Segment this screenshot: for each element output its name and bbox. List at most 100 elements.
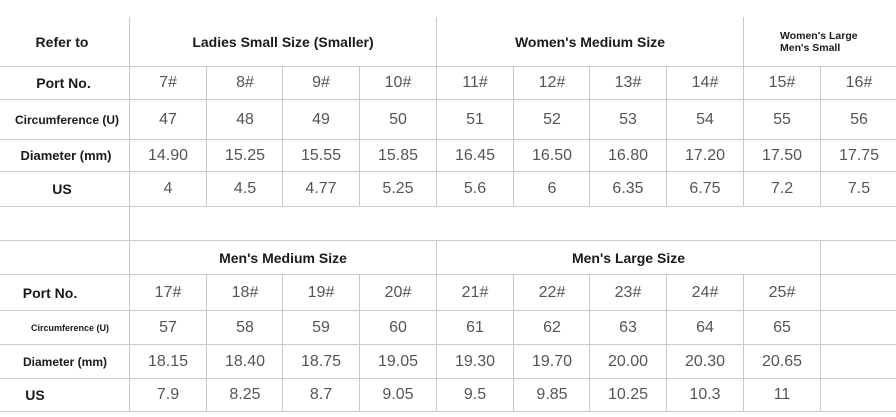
col-divider	[513, 66, 514, 206]
cell-circumference: 55	[773, 110, 791, 128]
cell-us: 9.5	[463, 386, 487, 403]
cell-circumference: 53	[619, 110, 637, 128]
row-divider	[0, 99, 896, 100]
cell-us: 6.35	[612, 180, 644, 197]
col-divider	[666, 66, 667, 206]
cell-circumference: 52	[543, 110, 561, 128]
col-divider	[436, 17, 437, 206]
refer-to-header: Refer to	[35, 33, 89, 50]
row-divider	[0, 411, 896, 412]
col-divider	[589, 274, 590, 411]
col-divider	[129, 17, 130, 411]
row-label-us: US	[25, 387, 45, 403]
cell-us: 10.3	[689, 386, 721, 403]
cell-circumference: 58	[236, 318, 254, 336]
col-divider	[206, 274, 207, 411]
cell-us: 8.7	[309, 386, 333, 403]
cell-port-no: 23#	[614, 283, 642, 301]
cell-us: 7.9	[156, 386, 180, 403]
cell-port-no: 9#	[312, 74, 330, 91]
cell-diameter: 20.00	[607, 352, 649, 370]
cell-circumference: 64	[696, 318, 714, 336]
row-label-us: US	[52, 181, 72, 197]
cell-us: 6.75	[689, 180, 721, 197]
cell-us: 9.85	[536, 386, 568, 403]
cell-port-no: 18#	[231, 283, 259, 301]
cell-us: 6	[547, 180, 557, 197]
cell-circumference: 50	[389, 110, 407, 128]
row-label-circumference: Circumference (U)	[14, 112, 120, 127]
cell-diameter: 15.85	[377, 146, 419, 164]
cell-circumference: 51	[466, 110, 484, 128]
group-header-women-large-men-small: Women's Large Men's Small	[780, 17, 896, 66]
cell-us: 11	[773, 386, 791, 403]
cell-port-no: 14#	[691, 74, 719, 91]
row-divider	[0, 274, 896, 275]
group-header-women-medium: Women's Medium Size	[514, 33, 666, 50]
cell-us: 8.25	[229, 386, 261, 403]
cell-diameter: 19.30	[454, 352, 496, 370]
group-header-ladies-small: Ladies Small Size (Smaller)	[192, 33, 374, 50]
group-header-men-large: Men's Large Size	[571, 249, 686, 266]
cell-port-no: 8#	[236, 74, 254, 91]
cell-circumference: 65	[773, 318, 791, 336]
col-divider	[513, 274, 514, 411]
row-divider	[0, 378, 896, 379]
group-header-men-medium: Men's Medium Size	[219, 249, 347, 266]
cell-diameter: 19.05	[377, 352, 419, 370]
cell-port-no: 13#	[614, 74, 642, 91]
cell-diameter: 15.25	[224, 146, 266, 164]
cell-port-no: 15#	[768, 74, 796, 91]
cell-port-no: 19#	[307, 283, 335, 301]
row-divider	[0, 66, 896, 67]
cell-circumference: 49	[312, 110, 330, 128]
cell-diameter: 17.50	[761, 146, 803, 164]
cell-us: 7.2	[770, 180, 794, 197]
cell-us: 4	[163, 180, 173, 197]
row-label-diameter: Diameter (mm)	[20, 148, 112, 163]
cell-us: 4.77	[305, 180, 337, 197]
cell-diameter: 18.40	[224, 352, 266, 370]
cell-circumference: 60	[389, 318, 407, 336]
cell-diameter: 15.55	[300, 146, 342, 164]
cell-port-no: 20#	[384, 283, 412, 301]
cell-circumference: 59	[312, 318, 330, 336]
cell-us: 9.05	[382, 386, 414, 403]
cell-circumference: 62	[543, 318, 561, 336]
col-divider	[359, 274, 360, 411]
col-divider	[666, 274, 667, 411]
cell-diameter: 19.70	[531, 352, 573, 370]
group-header-line: Women's Large	[780, 29, 858, 42]
cell-circumference: 61	[466, 318, 484, 336]
col-divider	[359, 66, 360, 206]
cell-diameter: 16.80	[607, 146, 649, 164]
col-divider	[820, 66, 821, 206]
group-header-line: Men's Small	[780, 41, 841, 54]
row-label-port-no: Port No.	[22, 284, 78, 301]
row-divider	[0, 206, 896, 207]
cell-diameter: 20.65	[761, 352, 803, 370]
row-label-diameter: Diameter (mm)	[22, 354, 108, 369]
cell-us: 5.25	[382, 180, 414, 197]
row-label-circumference: Circumference (U)	[30, 322, 110, 333]
cell-port-no: 11#	[462, 74, 488, 91]
cell-diameter: 18.75	[300, 352, 342, 370]
cell-circumference: 63	[619, 318, 637, 336]
cell-diameter: 14.90	[147, 146, 189, 164]
row-divider	[0, 310, 896, 311]
cell-circumference: 57	[159, 318, 177, 336]
cell-diameter: 16.45	[454, 146, 496, 164]
cell-us: 5.6	[463, 180, 487, 197]
col-divider	[820, 240, 821, 411]
cell-port-no: 25#	[768, 283, 796, 301]
col-divider	[589, 66, 590, 206]
col-divider	[206, 66, 207, 206]
cell-diameter: 18.15	[147, 352, 189, 370]
cell-diameter: 20.30	[684, 352, 726, 370]
cell-us: 4.5	[233, 180, 257, 197]
cell-us: 7.5	[847, 180, 871, 197]
cell-circumference: 54	[696, 110, 714, 128]
row-divider	[0, 139, 896, 140]
cell-port-no: 21#	[461, 283, 489, 301]
